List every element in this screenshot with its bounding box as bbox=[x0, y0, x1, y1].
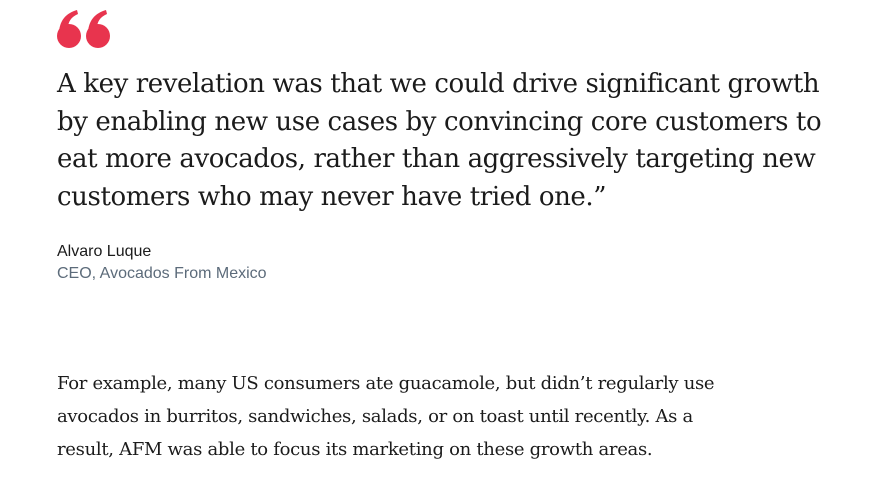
quote: A key revelation was that we could drive… bbox=[57, 66, 822, 216]
quote-line: by enabling new use cases by convincing … bbox=[57, 106, 822, 137]
author-role: CEO, Avocados From Mexico bbox=[57, 265, 267, 282]
quote-line: A key revelation was that we could drive… bbox=[57, 69, 820, 99]
quote-line: eat more avocados, rather than aggressiv… bbox=[57, 144, 816, 174]
paragraph-line: For example, many US consumers ate guaca… bbox=[57, 373, 715, 394]
author-name: Alvaro Luque bbox=[57, 243, 152, 260]
paragraph-line: result, AFM was able to focus its market… bbox=[57, 439, 653, 460]
paragraph-line: avocados in burritos, sandwiches, salads… bbox=[57, 406, 693, 427]
quote-icon bbox=[57, 10, 110, 48]
quote-line: customers who may never have tried one.” bbox=[57, 181, 607, 212]
paragraph: For example, many US consumers ate guaca… bbox=[57, 367, 715, 466]
